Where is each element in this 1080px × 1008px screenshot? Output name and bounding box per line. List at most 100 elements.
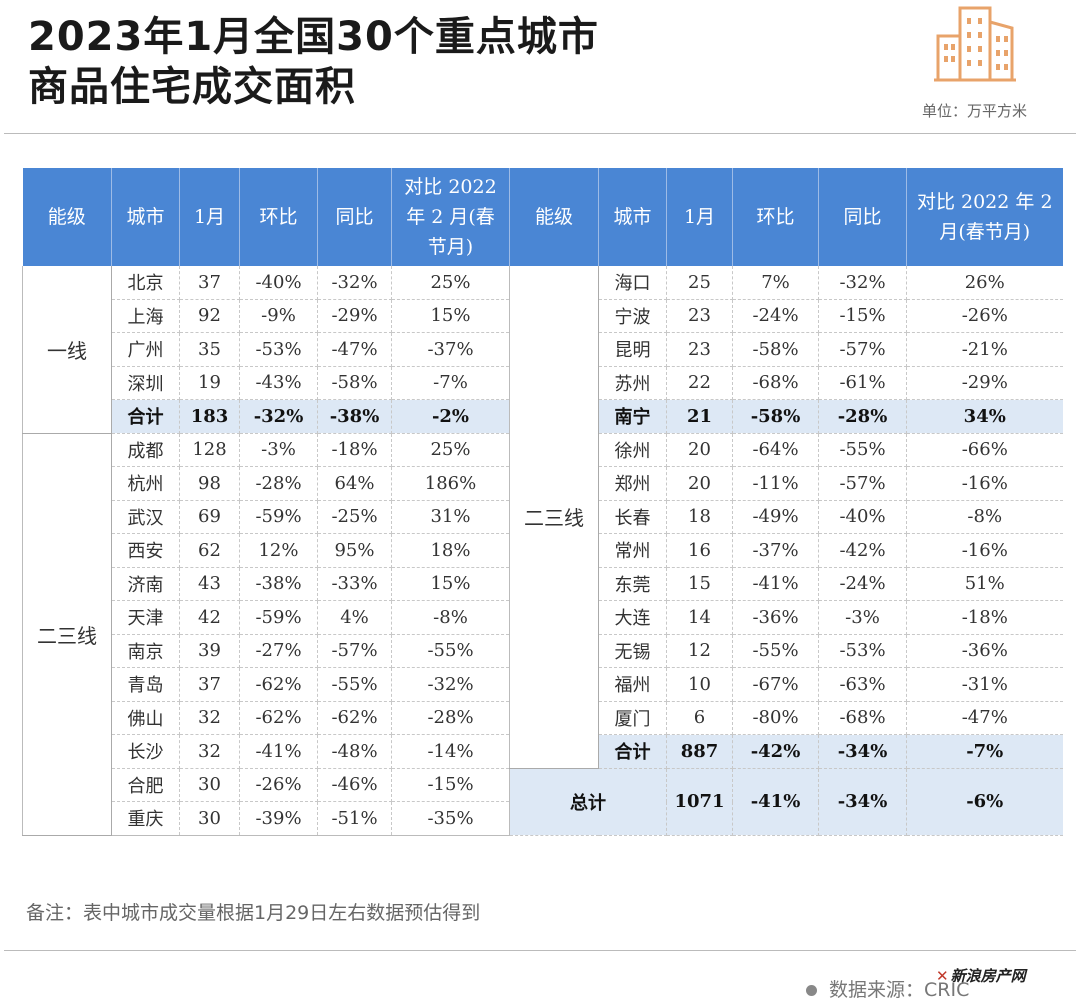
- cell-mom: -32%: [239, 399, 318, 434]
- cell-yoy: -55%: [317, 667, 392, 702]
- cell-jan: 22: [666, 366, 733, 400]
- cell-mom: -41%: [239, 734, 318, 769]
- cell-yoy: -55%: [818, 433, 907, 467]
- cell-yoy: -24%: [818, 567, 907, 601]
- cell-yoy: -32%: [317, 266, 392, 300]
- cell-mom: -62%: [239, 667, 318, 702]
- cell-yoy: -29%: [317, 299, 392, 333]
- cell-city: 福州: [598, 667, 667, 702]
- cell-yoy: -38%: [317, 399, 392, 434]
- cell-city: 合计: [598, 734, 667, 769]
- table-row: 佛山 32 -62% -62% -28% 厦门 6 -80% -68% -47%: [23, 701, 1063, 735]
- cell-vs-feb: 15%: [391, 299, 510, 333]
- grand-total-jan: 1071: [666, 768, 733, 836]
- cell-mom: -42%: [732, 734, 819, 769]
- cell-mom: -58%: [732, 332, 819, 367]
- header-jan: 1月: [666, 168, 733, 266]
- cell-city: 常州: [598, 533, 667, 568]
- cell-vs-feb: -35%: [391, 801, 510, 836]
- cell-yoy: -57%: [818, 466, 907, 501]
- table-row: 一线 北京 37 -40% -32% 25% 二三线 海口 25 7% -32% 26%: [22, 266, 1063, 769]
- cell-city: 南宁: [598, 399, 667, 434]
- cell-yoy: -40%: [818, 500, 907, 534]
- cell-yoy: 95%: [317, 533, 392, 568]
- table-row: 合肥 30 -26% -46% -15% 总计 1071 -41% -34% -6%: [23, 768, 1063, 836]
- header-city: 城市: [598, 168, 667, 266]
- tier-label-other: 二三线: [22, 433, 112, 836]
- cell-jan: 25: [666, 266, 733, 300]
- cell-vs-feb: 25%: [391, 433, 510, 467]
- header-city: 城市: [111, 168, 180, 266]
- cell-city: 重庆: [111, 801, 180, 836]
- watermark-text: 新浪房产网: [950, 967, 1026, 985]
- cell-vs-feb: -28%: [391, 701, 510, 735]
- table-row: 重庆 30 -39% -51% -35%: [23, 801, 1063, 836]
- cell-city: 合肥: [111, 768, 180, 802]
- header-jan: 1月: [179, 168, 240, 266]
- cell-yoy: 64%: [317, 466, 392, 501]
- header-vs-feb: 对比 2022 年 2 月(春节月): [906, 168, 1063, 266]
- source-text: 数据来源：CRIC: [829, 979, 970, 1001]
- cell-jan: 69: [179, 500, 240, 534]
- table-row: 西安 62 12% 95% 18% 常州 16 -37% -42% -16%: [23, 533, 1063, 568]
- header-yoy: 同比: [818, 168, 907, 266]
- cell-city: 合计: [111, 399, 180, 434]
- header-mom: 环比: [732, 168, 819, 266]
- grand-total-label: 总计: [509, 768, 667, 836]
- cell-city: 西安: [111, 533, 180, 568]
- cell-vs-feb: 34%: [906, 399, 1063, 434]
- cell-mom: -62%: [239, 701, 318, 735]
- cell-jan: 30: [179, 768, 240, 802]
- cell-city: 北京: [111, 266, 180, 300]
- tier-label-first: 一线: [22, 266, 112, 434]
- cell-vs-feb: -47%: [906, 701, 1063, 735]
- cell-jan: 12: [666, 634, 733, 668]
- cell-mom: -27%: [239, 634, 318, 668]
- cell-mom: -40%: [239, 266, 318, 300]
- cell-yoy: -15%: [818, 299, 907, 333]
- cell-city: 深圳: [111, 366, 180, 400]
- cell-vs-feb: 26%: [906, 266, 1063, 300]
- cell-vs-feb: -8%: [906, 500, 1063, 534]
- cell-city: 佛山: [111, 701, 180, 735]
- cell-jan: 32: [179, 701, 240, 735]
- cell-vs-feb: -15%: [391, 768, 510, 802]
- cell-yoy: -53%: [818, 634, 907, 668]
- cell-city: 宁波: [598, 299, 667, 333]
- data-source: 数据来源：CRIC: [806, 975, 969, 1002]
- table-row: 杭州 98 -28% 64% 186% 郑州 20 -11% -57% -16%: [23, 466, 1063, 501]
- transaction-table: 能级 城市 1月 环比 同比 对比 2022 年 2 月(春节月) 能级 城市 …: [22, 168, 1063, 836]
- table-row: 济南 43 -38% -33% 15% 东莞 15 -41% -24% 51%: [23, 567, 1063, 601]
- watermark: ✕ 新浪房产网: [936, 965, 1026, 986]
- cell-mom: -43%: [239, 366, 318, 400]
- cell-vs-feb: -21%: [906, 332, 1063, 367]
- cell-mom: -68%: [732, 366, 819, 400]
- cell-yoy: -42%: [818, 533, 907, 568]
- cell-yoy: -68%: [818, 701, 907, 735]
- cell-mom: -58%: [732, 399, 819, 434]
- grand-total-yoy: -34%: [818, 768, 907, 836]
- cell-city: 青岛: [111, 667, 180, 702]
- cell-jan: 14: [666, 600, 733, 635]
- cell-mom: -38%: [239, 567, 318, 601]
- cell-yoy: -57%: [317, 634, 392, 668]
- cell-yoy: -33%: [317, 567, 392, 601]
- cell-city: 南京: [111, 634, 180, 668]
- cell-vs-feb: 18%: [391, 533, 510, 568]
- cell-jan: 62: [179, 533, 240, 568]
- cell-jan: 30: [179, 801, 240, 836]
- cell-mom: -41%: [732, 567, 819, 601]
- cell-mom: -80%: [732, 701, 819, 735]
- cell-mom: -9%: [239, 299, 318, 333]
- cell-yoy: -18%: [317, 433, 392, 467]
- table-row: 长沙 32 -41% -48% -14% 合计 887 -42% -34% -7%: [23, 734, 1063, 769]
- cell-city: 厦门: [598, 701, 667, 735]
- cell-vs-feb: -66%: [906, 433, 1063, 467]
- cell-vs-feb: -55%: [391, 634, 510, 668]
- cell-jan: 20: [666, 433, 733, 467]
- table-row: 广州 35 -53% -47% -37% 昆明 23 -58% -57% -21%: [23, 332, 1063, 367]
- cell-vs-feb: -18%: [906, 600, 1063, 635]
- cell-yoy: -32%: [818, 266, 907, 300]
- cell-mom: 12%: [239, 533, 318, 568]
- cell-mom: -11%: [732, 466, 819, 501]
